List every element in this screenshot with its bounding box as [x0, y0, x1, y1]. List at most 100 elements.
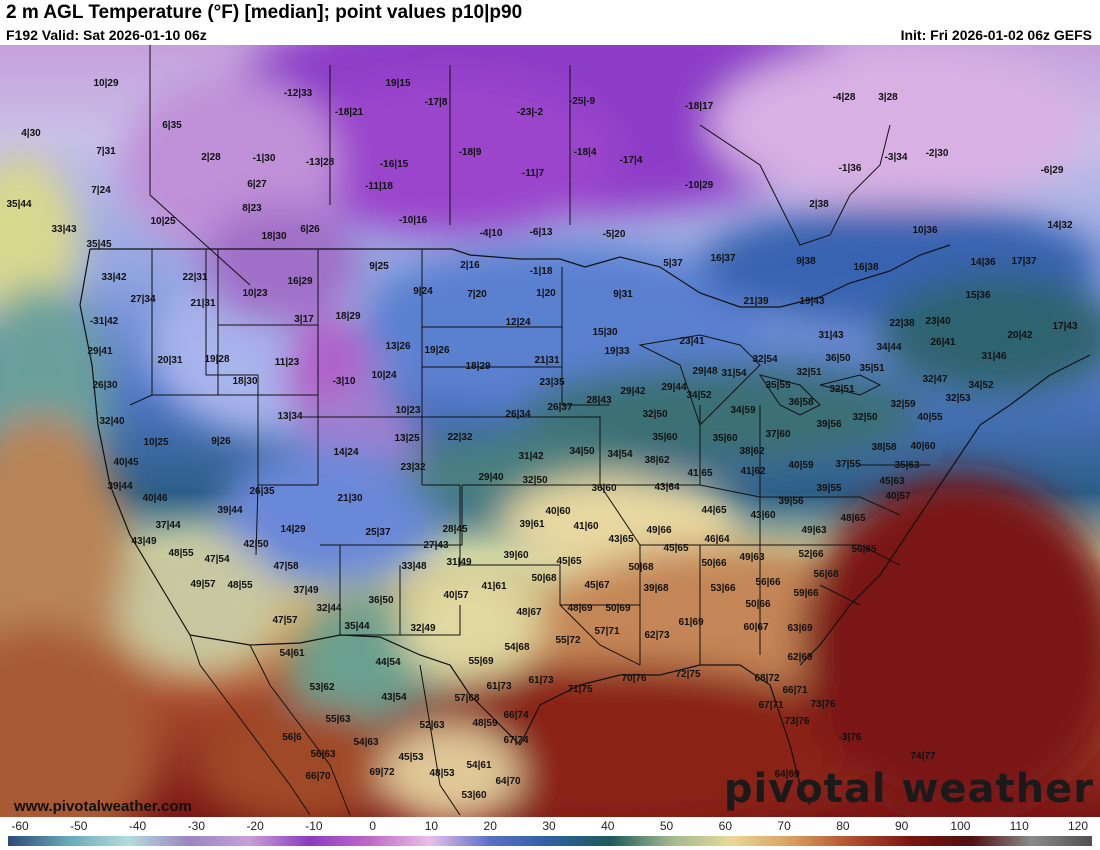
point-value: 28|45: [442, 524, 467, 535]
point-value: 57|68: [454, 693, 479, 704]
point-value: 35|51: [859, 363, 884, 374]
point-value: 40|57: [443, 590, 468, 601]
point-value: 31|42: [518, 451, 543, 462]
point-value: 35|60: [652, 432, 677, 443]
point-value: 19|26: [424, 345, 449, 356]
color-scale: -60 -50 -40 -30 -20 -10 0 10 20 30 40 50 60 70 80 90 100…: [0, 817, 1100, 850]
point-value: 17|43: [1052, 321, 1077, 332]
scale-tick: -40: [128, 819, 147, 833]
point-value: 10|23: [242, 288, 267, 299]
point-value: -6|13: [530, 227, 553, 238]
point-value: 9|25: [369, 261, 389, 272]
scale-tick: 0: [369, 819, 376, 833]
point-value: -18|9: [459, 147, 482, 158]
point-value: -4|28: [833, 92, 856, 103]
point-value: 36|60: [591, 483, 616, 494]
point-value: 7|20: [467, 289, 487, 300]
point-value: 39|56: [816, 419, 841, 430]
point-value: 54|61: [279, 648, 304, 659]
point-value: 53|66: [710, 583, 735, 594]
point-value: 43|60: [750, 510, 775, 521]
point-value: 48|59: [472, 718, 497, 729]
scale-tick: 20: [483, 819, 497, 833]
point-value: 35|44: [344, 621, 369, 632]
point-value: 66|70: [305, 771, 330, 782]
point-value: 11|23: [275, 357, 300, 368]
point-value: 50|66: [745, 599, 770, 610]
point-value: 56|65: [851, 544, 876, 555]
website-url[interactable]: www.pivotalweather.com: [14, 798, 192, 815]
point-value: 45|67: [584, 580, 609, 591]
point-value: 39|44: [217, 505, 242, 516]
point-value: 47|57: [272, 615, 297, 626]
point-value: 49|57: [190, 579, 215, 590]
scale-tick: 40: [601, 819, 615, 833]
point-value: 23|32: [400, 462, 425, 473]
colorbar: [8, 836, 1092, 846]
point-value: -18|17: [685, 101, 714, 112]
point-value: 53|62: [309, 682, 334, 693]
point-value: 45|65: [663, 543, 688, 554]
point-value: 37|44: [155, 520, 180, 531]
point-value: 31|46: [981, 351, 1006, 362]
point-value: 32|49: [410, 623, 435, 634]
point-value: 34|50: [569, 446, 594, 457]
point-value: 67|74: [503, 735, 528, 746]
point-value: 10|29: [93, 78, 118, 89]
point-value: 55|69: [468, 656, 493, 667]
point-value: 23|40: [925, 316, 950, 327]
point-value: 71|75: [567, 684, 592, 695]
point-value: 23|35: [539, 377, 564, 388]
point-value: 4|30: [21, 128, 41, 139]
point-value: 43|64: [654, 482, 679, 493]
valid-time: F192 Valid: Sat 2026-01-10 06z: [6, 27, 207, 43]
temperature-shading: [0, 45, 1100, 817]
point-value: 34|44: [876, 342, 901, 353]
point-value: 40|60: [910, 441, 935, 452]
point-value: 21|39: [743, 296, 768, 307]
point-value: 40|45: [113, 457, 138, 468]
point-value: 26|37: [547, 402, 572, 413]
point-value: 52|66: [798, 549, 823, 560]
point-value: 54|61: [466, 760, 491, 771]
point-value: 2|16: [460, 260, 480, 271]
point-value: 41|65: [687, 468, 712, 479]
point-value: 23|41: [679, 336, 704, 347]
point-value: 40|57: [885, 491, 910, 502]
point-value: -16|15: [380, 159, 409, 170]
point-value: 7|31: [96, 146, 116, 157]
point-value: 10|36: [912, 225, 937, 236]
point-value: 33|43: [51, 224, 76, 235]
point-value: 39|60: [503, 550, 528, 561]
point-value: -17|4: [620, 155, 643, 166]
point-value: 40|60: [545, 506, 570, 517]
map-title: 2 m AGL Temperature (°F) [median]; point…: [6, 2, 523, 23]
point-value: 32|59: [890, 399, 915, 410]
point-value: 5|37: [663, 258, 683, 269]
point-value: -5|20: [603, 229, 626, 240]
point-value: 39|56: [778, 496, 803, 507]
point-value: 41|60: [573, 521, 598, 532]
point-value: 20|31: [157, 355, 182, 366]
point-value: 6|27: [247, 179, 267, 190]
point-value: 35|60: [712, 433, 737, 444]
point-value: 44|65: [701, 505, 726, 516]
point-value: 50|68: [628, 562, 653, 573]
point-value: 29|48: [692, 366, 717, 377]
point-value: 10|25: [143, 437, 168, 448]
point-value: 55|63: [325, 714, 350, 725]
point-value: 52|63: [419, 720, 444, 731]
point-value: 15|36: [965, 290, 990, 301]
point-value: 29|44: [661, 382, 686, 393]
point-value: 22|38: [889, 318, 914, 329]
point-value: 59|66: [793, 588, 818, 599]
point-value: 18|29: [335, 311, 360, 322]
point-value: -13|28: [306, 157, 335, 168]
point-value: 48|55: [168, 548, 193, 559]
point-value: -1|18: [530, 266, 553, 277]
point-value: 6|26: [300, 224, 320, 235]
point-value: -1|36: [839, 163, 862, 174]
point-value: 13|34: [277, 411, 302, 422]
point-value: 74|77: [910, 751, 935, 762]
